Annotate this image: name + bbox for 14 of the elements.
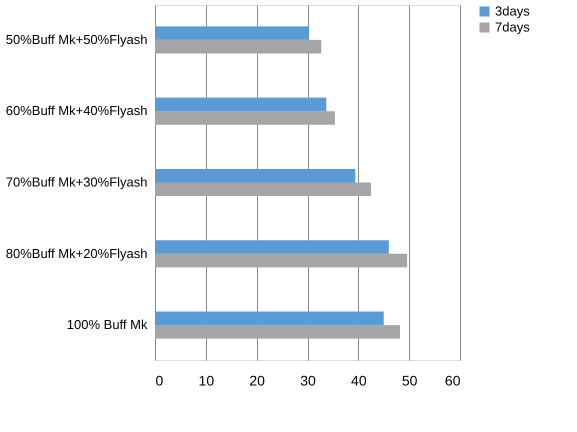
y-tick-label: 100% Buff Mk bbox=[66, 317, 148, 332]
legend-label: 3days bbox=[495, 4, 530, 18]
x-tick-label: 20 bbox=[249, 372, 266, 388]
y-tick-label: 80%Buff Mk+20%Flyash bbox=[6, 246, 148, 261]
y-tick-label: 60%Buff Mk+40%Flyash bbox=[6, 103, 148, 118]
y-tick-label: 70%Buff Mk+30%Flyash bbox=[6, 174, 148, 190]
x-tick-label: 10 bbox=[198, 372, 214, 388]
y-tick-label: 50%Buff Mk+50%Flyash bbox=[6, 32, 148, 47]
x-tick-label: 30 bbox=[300, 372, 316, 388]
x-tick-label: 60 bbox=[444, 372, 461, 388]
x-tick-label: 0 bbox=[156, 372, 164, 388]
x-tick-label: 50 bbox=[402, 372, 418, 388]
legend-label: 7days bbox=[495, 20, 530, 34]
x-tick-label: 40 bbox=[351, 372, 367, 388]
